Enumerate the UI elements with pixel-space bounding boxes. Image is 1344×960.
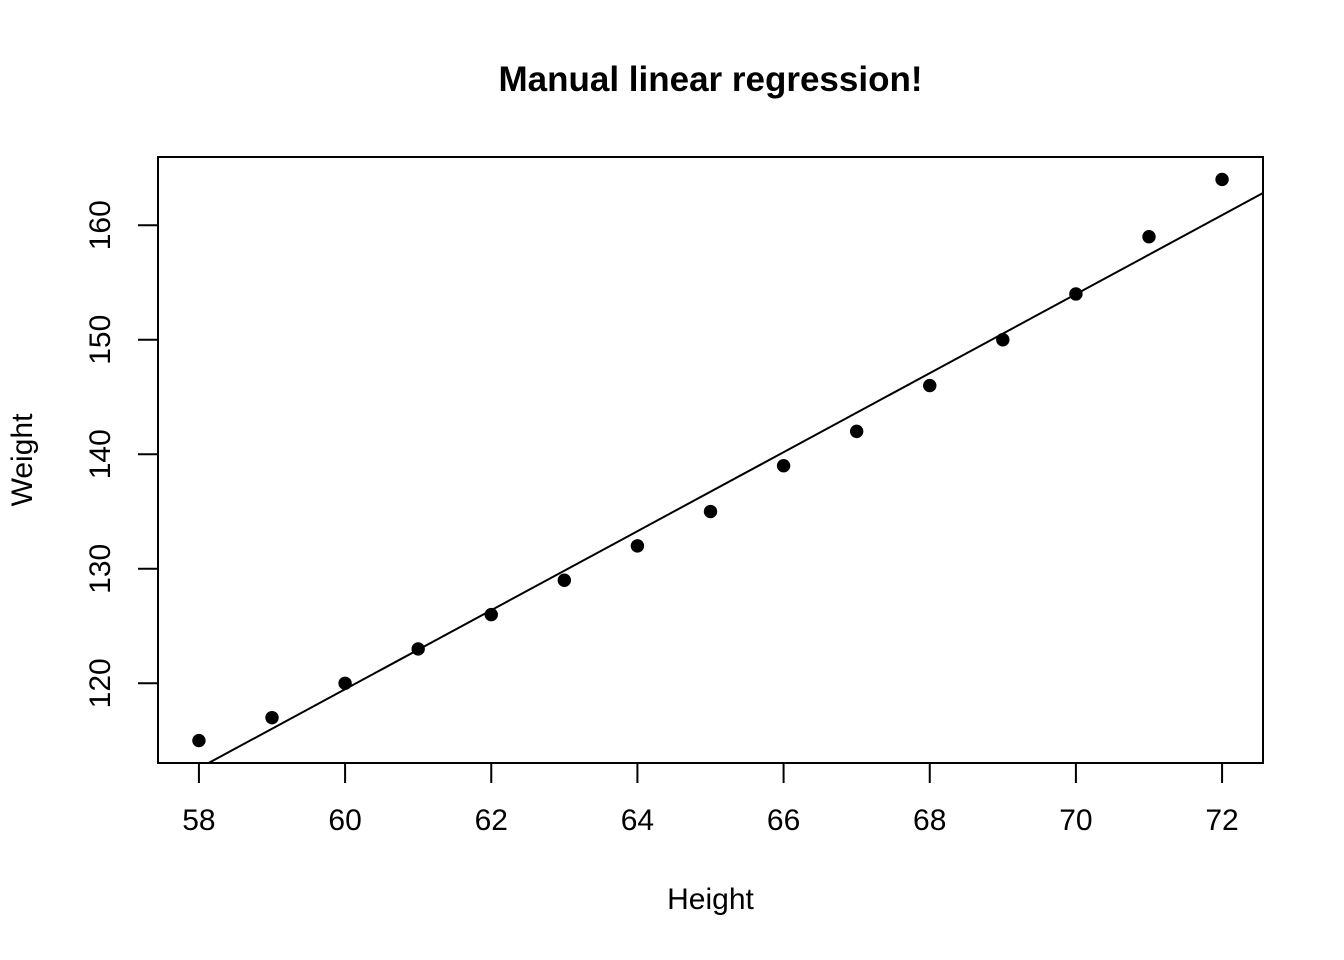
x-tick-label: 60	[328, 804, 361, 837]
x-tick-label: 68	[913, 804, 946, 837]
data-point	[1069, 287, 1083, 301]
data-point	[923, 378, 937, 393]
x-tick-label: 58	[182, 804, 215, 837]
data-point	[484, 607, 498, 622]
x-axis-label: Height	[667, 883, 754, 916]
data-points	[192, 172, 1229, 748]
y-axis-ticks: 120 130 140 150 160	[84, 200, 158, 708]
y-axis-label: Weight	[6, 413, 39, 506]
data-point	[411, 642, 425, 656]
y-tick-label: 160	[84, 200, 117, 250]
y-tick-label: 120	[84, 658, 117, 708]
data-point	[192, 733, 206, 748]
data-point	[265, 710, 279, 725]
y-tick-label: 130	[84, 544, 117, 594]
data-point	[703, 504, 718, 519]
x-tick-label: 66	[767, 804, 800, 837]
x-axis-ticks: 58 60 62 64 66 68 70 72	[182, 763, 1239, 837]
y-tick-label: 150	[84, 315, 117, 365]
data-point	[776, 459, 791, 473]
data-point	[1215, 172, 1229, 187]
x-tick-label: 64	[621, 804, 654, 837]
data-point	[1142, 230, 1156, 244]
regression-line	[208, 192, 1264, 764]
data-point	[557, 573, 572, 587]
x-tick-label: 70	[1059, 804, 1092, 837]
data-point	[849, 424, 864, 439]
chart-title: Manual linear regression!	[498, 60, 922, 99]
x-tick-label: 62	[475, 804, 508, 837]
data-point	[630, 539, 645, 553]
x-tick-label: 72	[1205, 804, 1238, 837]
y-tick-label: 140	[84, 429, 117, 479]
plot-box	[157, 156, 1264, 764]
data-point	[996, 333, 1010, 347]
data-point	[338, 676, 352, 690]
